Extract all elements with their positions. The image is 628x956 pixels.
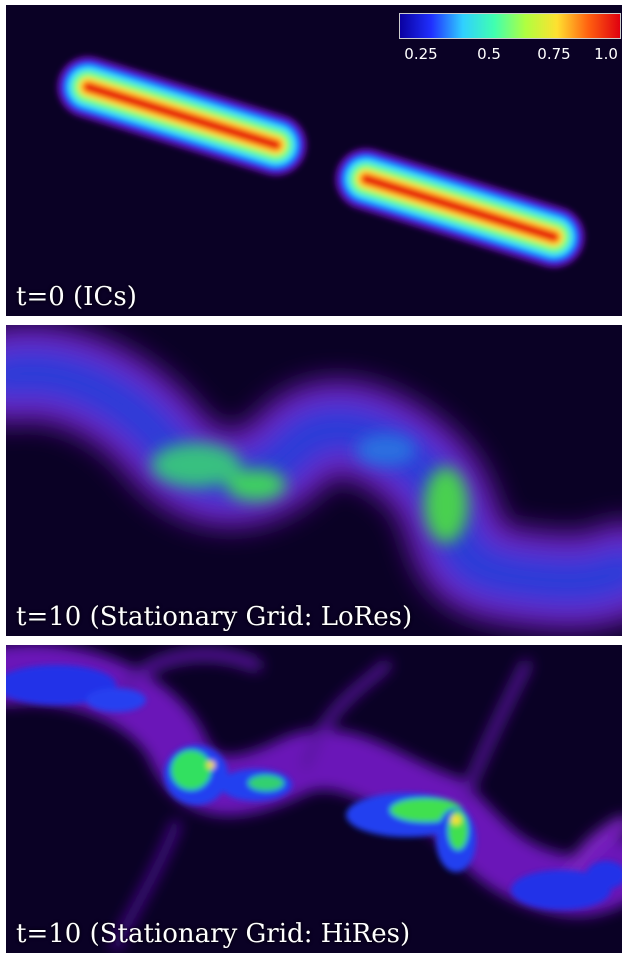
density-map-hires: [6, 645, 622, 950]
dense-clumps: [151, 434, 468, 543]
gas-filament: [6, 345, 622, 609]
filament-left: [57, 56, 307, 176]
panel-label: t=10 (Stationary Grid: LoRes): [16, 602, 413, 632]
panel-label: t=0 (ICs): [16, 282, 137, 312]
colorbar-tick-label: 0.25: [404, 45, 438, 63]
dense-cores: [6, 665, 622, 910]
panel-label: t=10 (Stationary Grid: HiRes): [16, 919, 411, 949]
panel-hires: t=10 (Stationary Grid: HiRes): [6, 645, 622, 953]
panel-lores: t=10 (Stationary Grid: LoRes): [6, 325, 622, 636]
density-map-lores: [6, 325, 622, 629]
colorbar-tick-label: 0.75: [537, 45, 571, 63]
panel-initial-conditions: 0.25 0.5 0.75 1.0 t=0 (ICs): [6, 5, 622, 316]
density-map-ics: [57, 56, 585, 268]
colorbar-tick-label: 0.5: [477, 45, 501, 63]
colorbar: 0.25 0.5 0.75 1.0: [399, 13, 621, 67]
colorbar-gradient: [399, 13, 621, 39]
colorbar-tick-label: 1.0: [594, 45, 618, 63]
filament-right: [335, 148, 585, 268]
colorbar-ticks: 0.25 0.5 0.75 1.0: [399, 45, 621, 67]
